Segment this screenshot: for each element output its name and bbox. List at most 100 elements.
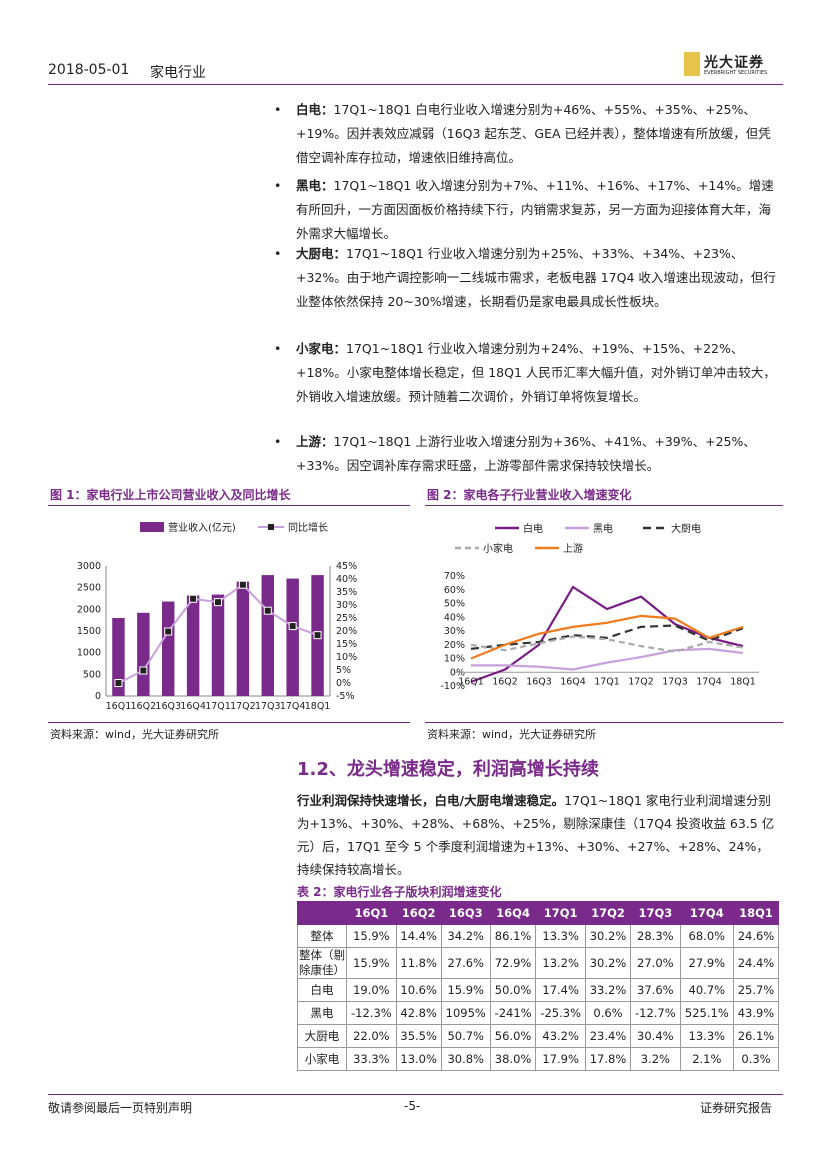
table-cell: 37.6% (629, 978, 681, 1002)
bullet-term: 大厨电： (296, 246, 347, 261)
y-right-tick-label: 40% (336, 574, 357, 585)
table-cell: 11.8% (395, 947, 442, 979)
y-right-tick-label: 35% (336, 587, 357, 598)
x-tick-label: 16Q4 (180, 701, 206, 712)
table-cell: 13.3% (535, 924, 587, 948)
bar (211, 594, 225, 696)
bullet-small-appliance: • 小家电：17Q1~18Q1 行业收入增速分别为+24%、+19%、+15%、… (274, 337, 778, 409)
y-right-tick-label: 30% (336, 600, 357, 611)
bullet-dot-icon: • (274, 246, 282, 261)
legend-label: 上游 (563, 542, 583, 555)
legend-line-marker (268, 524, 274, 530)
table-cell: 26.1% (732, 1024, 780, 1048)
table-cell: 30.4% (629, 1024, 681, 1048)
figure1-divider (48, 505, 410, 506)
legend-label: 小家电 (483, 542, 513, 555)
bullet-text: 17Q1~18Q1 行业收入增速分别为+25%、+33%、+34%、+23%、+… (296, 246, 776, 309)
table-cell: 27.9% (679, 947, 734, 979)
section-paragraph: 行业利润保持快速增长，白电/大厨电增速稳定。17Q1~18Q1 家电行业利润增速… (297, 789, 779, 881)
x-tick-label: 16Q2 (492, 676, 518, 687)
bullet-term: 白电： (296, 102, 334, 117)
x-tick-label: 16Q1 (458, 676, 484, 687)
table-cell: 30.2% (585, 924, 631, 948)
table-cell: 33.3% (346, 1047, 397, 1071)
table-cell: 56.0% (489, 1024, 537, 1048)
header-industry: 家电行业 (150, 65, 206, 81)
x-tick-label: 17Q4 (280, 701, 306, 712)
table-cell: 525.1% (679, 1001, 734, 1025)
table-cell: 10.6% (395, 978, 442, 1002)
y-right-tick-label: 10% (336, 652, 357, 663)
bullet-white-goods: • 白电：17Q1~18Q1 白电行业收入增速分别为+46%、+55%、+35%… (274, 98, 778, 170)
bullet-text: 17Q1~18Q1 白电行业收入增速分别为+46%、+55%、+35%、+25%… (296, 102, 771, 165)
table-header-cell: 17Q2 (585, 901, 631, 925)
x-tick-label: 18Q1 (730, 676, 756, 687)
table-cell: 27.0% (629, 947, 681, 979)
bar (162, 601, 175, 696)
table-cell: 13.0% (395, 1047, 442, 1071)
table-row-header: 白电 (297, 978, 347, 1002)
table-header-cell: 16Q3 (440, 901, 491, 925)
logo-mark-icon (684, 52, 700, 76)
y-tick-label: 30% (444, 626, 465, 637)
table-row-header: 小家电 (297, 1047, 347, 1071)
table-cell: 17.4% (535, 978, 587, 1002)
table-cell: 27.6% (440, 947, 491, 979)
bullet-term: 小家电： (296, 341, 347, 356)
table-cell: 22.0% (346, 1024, 397, 1048)
growth-point (214, 598, 222, 607)
table-cell: 30.8% (440, 1047, 491, 1071)
table-cell: 14.4% (395, 924, 442, 948)
table-header-cell: 17Q4 (679, 901, 734, 925)
bullet-text: 17Q1~18Q1 收入增速分别为+7%、+11%、+16%、+17%、+14%… (296, 178, 774, 241)
series-line (471, 647, 744, 671)
table-cell: -12.3% (346, 1001, 397, 1025)
header-date: 2018-05-01 (48, 62, 130, 78)
table-cell: -25.3% (535, 1001, 587, 1025)
table-cell: 35.5% (395, 1024, 442, 1048)
growth-point (114, 679, 123, 687)
y-right-tick-label: 25% (336, 613, 357, 624)
x-tick-label: 17Q3 (662, 676, 688, 687)
figure1-title: 图 1：家电行业上市公司营业收入及同比增长 (50, 488, 291, 502)
y-left-tick-label: 2000 (77, 604, 101, 615)
y-tick-label: 40% (444, 612, 465, 623)
table-cell: -241% (489, 1001, 537, 1025)
table-cell: 50.0% (489, 978, 537, 1002)
table-row-header: 整体 (297, 924, 347, 948)
table-cell: 43.9% (732, 1001, 780, 1025)
growth-point (238, 580, 247, 589)
bullet-text: 17Q1~18Q1 行业收入增速分别为+24%、+19%、+15%、+22%、+… (296, 341, 776, 404)
logo-text-cn: 光大证券 (704, 55, 764, 71)
y-tick-label: 60% (444, 585, 465, 596)
x-tick-label: 18Q1 (305, 701, 331, 712)
growth-point (164, 627, 173, 636)
y-tick-label: 20% (444, 640, 465, 651)
growth-point (189, 594, 198, 603)
company-logo: 光大证券 EVERBRIGHT SECURITIES (684, 50, 794, 82)
y-tick-label: 10% (444, 654, 465, 665)
table-row: 白电 19.0% 10.6% 15.9% 50.0% 17.4% 33.2% 37.6% 40.… (297, 978, 780, 1002)
page-number: -5- (404, 1099, 421, 1113)
table-cell: 24.6% (732, 924, 780, 948)
y-right-tick-label: 45% (336, 561, 357, 572)
x-tick-label: 17Q1 (594, 676, 620, 687)
growth-point (139, 666, 148, 675)
bullet-black-goods: • 黑电：17Q1~18Q1 收入增速分别为+7%、+11%、+16%、+17%… (274, 174, 778, 246)
x-tick-label: 16Q4 (560, 676, 586, 687)
x-tick-label: 16Q3 (526, 676, 552, 687)
footer-divider (48, 1094, 783, 1095)
bullet-text: 17Q1~18Q1 上游行业收入增速分别为+36%、+41%、+39%、+25%… (296, 434, 756, 473)
paragraph-lead: 行业利润保持快速增长，白电/大厨电增速稳定。 (297, 793, 565, 808)
y-left-tick-label: 500 (83, 669, 101, 680)
table-cell: 15.9% (346, 947, 397, 979)
table-row: 整体 15.9% 14.4% 34.2% 86.1% 13.3% 30.2% 28.3% 68.… (297, 924, 780, 948)
table-cell: 28.3% (629, 924, 681, 948)
table-cell: 0.6% (585, 1001, 631, 1025)
table-cell: 86.1% (489, 924, 537, 948)
table-cell: 24.4% (732, 947, 780, 979)
figure2-title: 图 2：家电各子行业营业收入增速变化 (427, 488, 632, 502)
bar (186, 595, 200, 696)
figure2-source: 资料来源：wind，光大证券研究所 (427, 728, 597, 741)
